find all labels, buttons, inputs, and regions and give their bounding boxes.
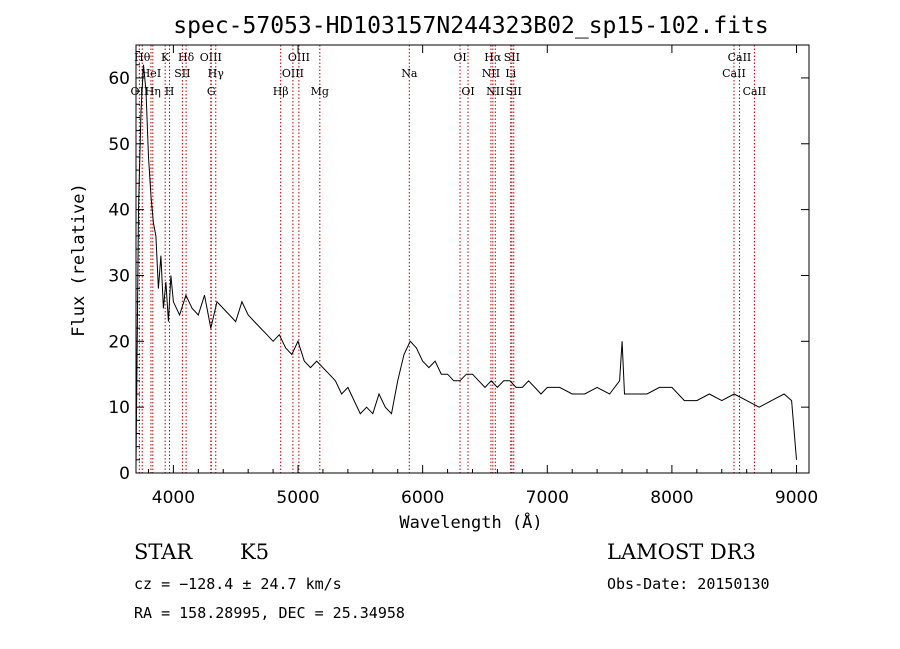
marker-label-13: OIII — [288, 51, 310, 64]
marker-label-24: CaII — [722, 67, 746, 80]
chart-title: spec-57053-HD103157N244323B02_sp15-102.f… — [173, 13, 768, 39]
marker-label-22: Li — [505, 67, 516, 80]
marker-label-4: K — [161, 51, 170, 64]
survey-name: LAMOST DR3 — [607, 540, 756, 564]
marker-label-16: OI — [453, 51, 466, 64]
marker-label-20: NII — [486, 85, 504, 98]
marker-label-15: Na — [401, 67, 418, 80]
x-tick-label-1: 5000 — [276, 488, 319, 508]
y-tick-label-3: 30 — [108, 266, 130, 286]
x-tick-label-5: 9000 — [775, 488, 818, 508]
marker-label-5: H — [165, 85, 175, 98]
marker-label-17: OI — [461, 85, 474, 98]
marker-label-8: OIII — [200, 51, 222, 64]
series-layer — [135, 64, 797, 467]
marker-label-21: SII — [504, 51, 520, 64]
y-tick-label-5: 50 — [108, 135, 130, 155]
marker-label-7: Hδ — [178, 51, 195, 64]
marker-label-1: Hθ — [134, 51, 151, 64]
object-subclass: K5 — [240, 540, 270, 564]
y-tick-label-4: 40 — [108, 201, 130, 221]
y-tick-label-1: 10 — [108, 398, 130, 418]
marker-label-3: Hη — [145, 85, 161, 98]
marker-label-25: CaII — [728, 51, 752, 64]
marker-label-14: Mg — [311, 85, 329, 98]
x-axis-label: Wavelength (Å) — [399, 511, 542, 533]
marker-label-2: HeI — [141, 67, 161, 80]
plot-frame — [135, 44, 810, 474]
observation-date: Obs-Date: 20150130 — [607, 575, 770, 593]
marker-label-19: Hα — [484, 51, 502, 64]
x-tick-label-2: 6000 — [401, 488, 444, 508]
marker-label-11: Hβ — [273, 85, 289, 98]
y-tick-label-6: 60 — [108, 69, 130, 89]
y-axis-label: Flux (relative) — [69, 183, 89, 337]
x-tick-label-4: 8000 — [650, 488, 693, 508]
object-class: STAR — [134, 540, 193, 564]
marker-label-18: NII — [482, 67, 500, 80]
series-line-0 — [135, 64, 797, 467]
y-tick-label-2: 20 — [108, 332, 130, 352]
axes-layer: 4000 5000 6000 7000 8000 9000 0 10 20 30 40 50 60 — [108, 45, 818, 508]
x-tick-label-3: 7000 — [526, 488, 569, 508]
y-tick-label-0: 0 — [119, 464, 130, 484]
marker-label-10: G — [207, 85, 216, 98]
x-tick-label-0: 4000 — [152, 488, 195, 508]
marker-label-12: OIII — [282, 67, 304, 80]
marker-label-6: SII — [174, 67, 190, 80]
marker-label-23: SII — [506, 85, 522, 98]
marker-label-26: CaII — [743, 85, 767, 98]
marker-label-9: Hγ — [208, 67, 225, 80]
coordinates: RA = 158.28995, DEC = 25.34958 — [134, 604, 405, 622]
redshift-velocity: cz = −128.4 ± 24.7 km/s — [134, 575, 342, 593]
